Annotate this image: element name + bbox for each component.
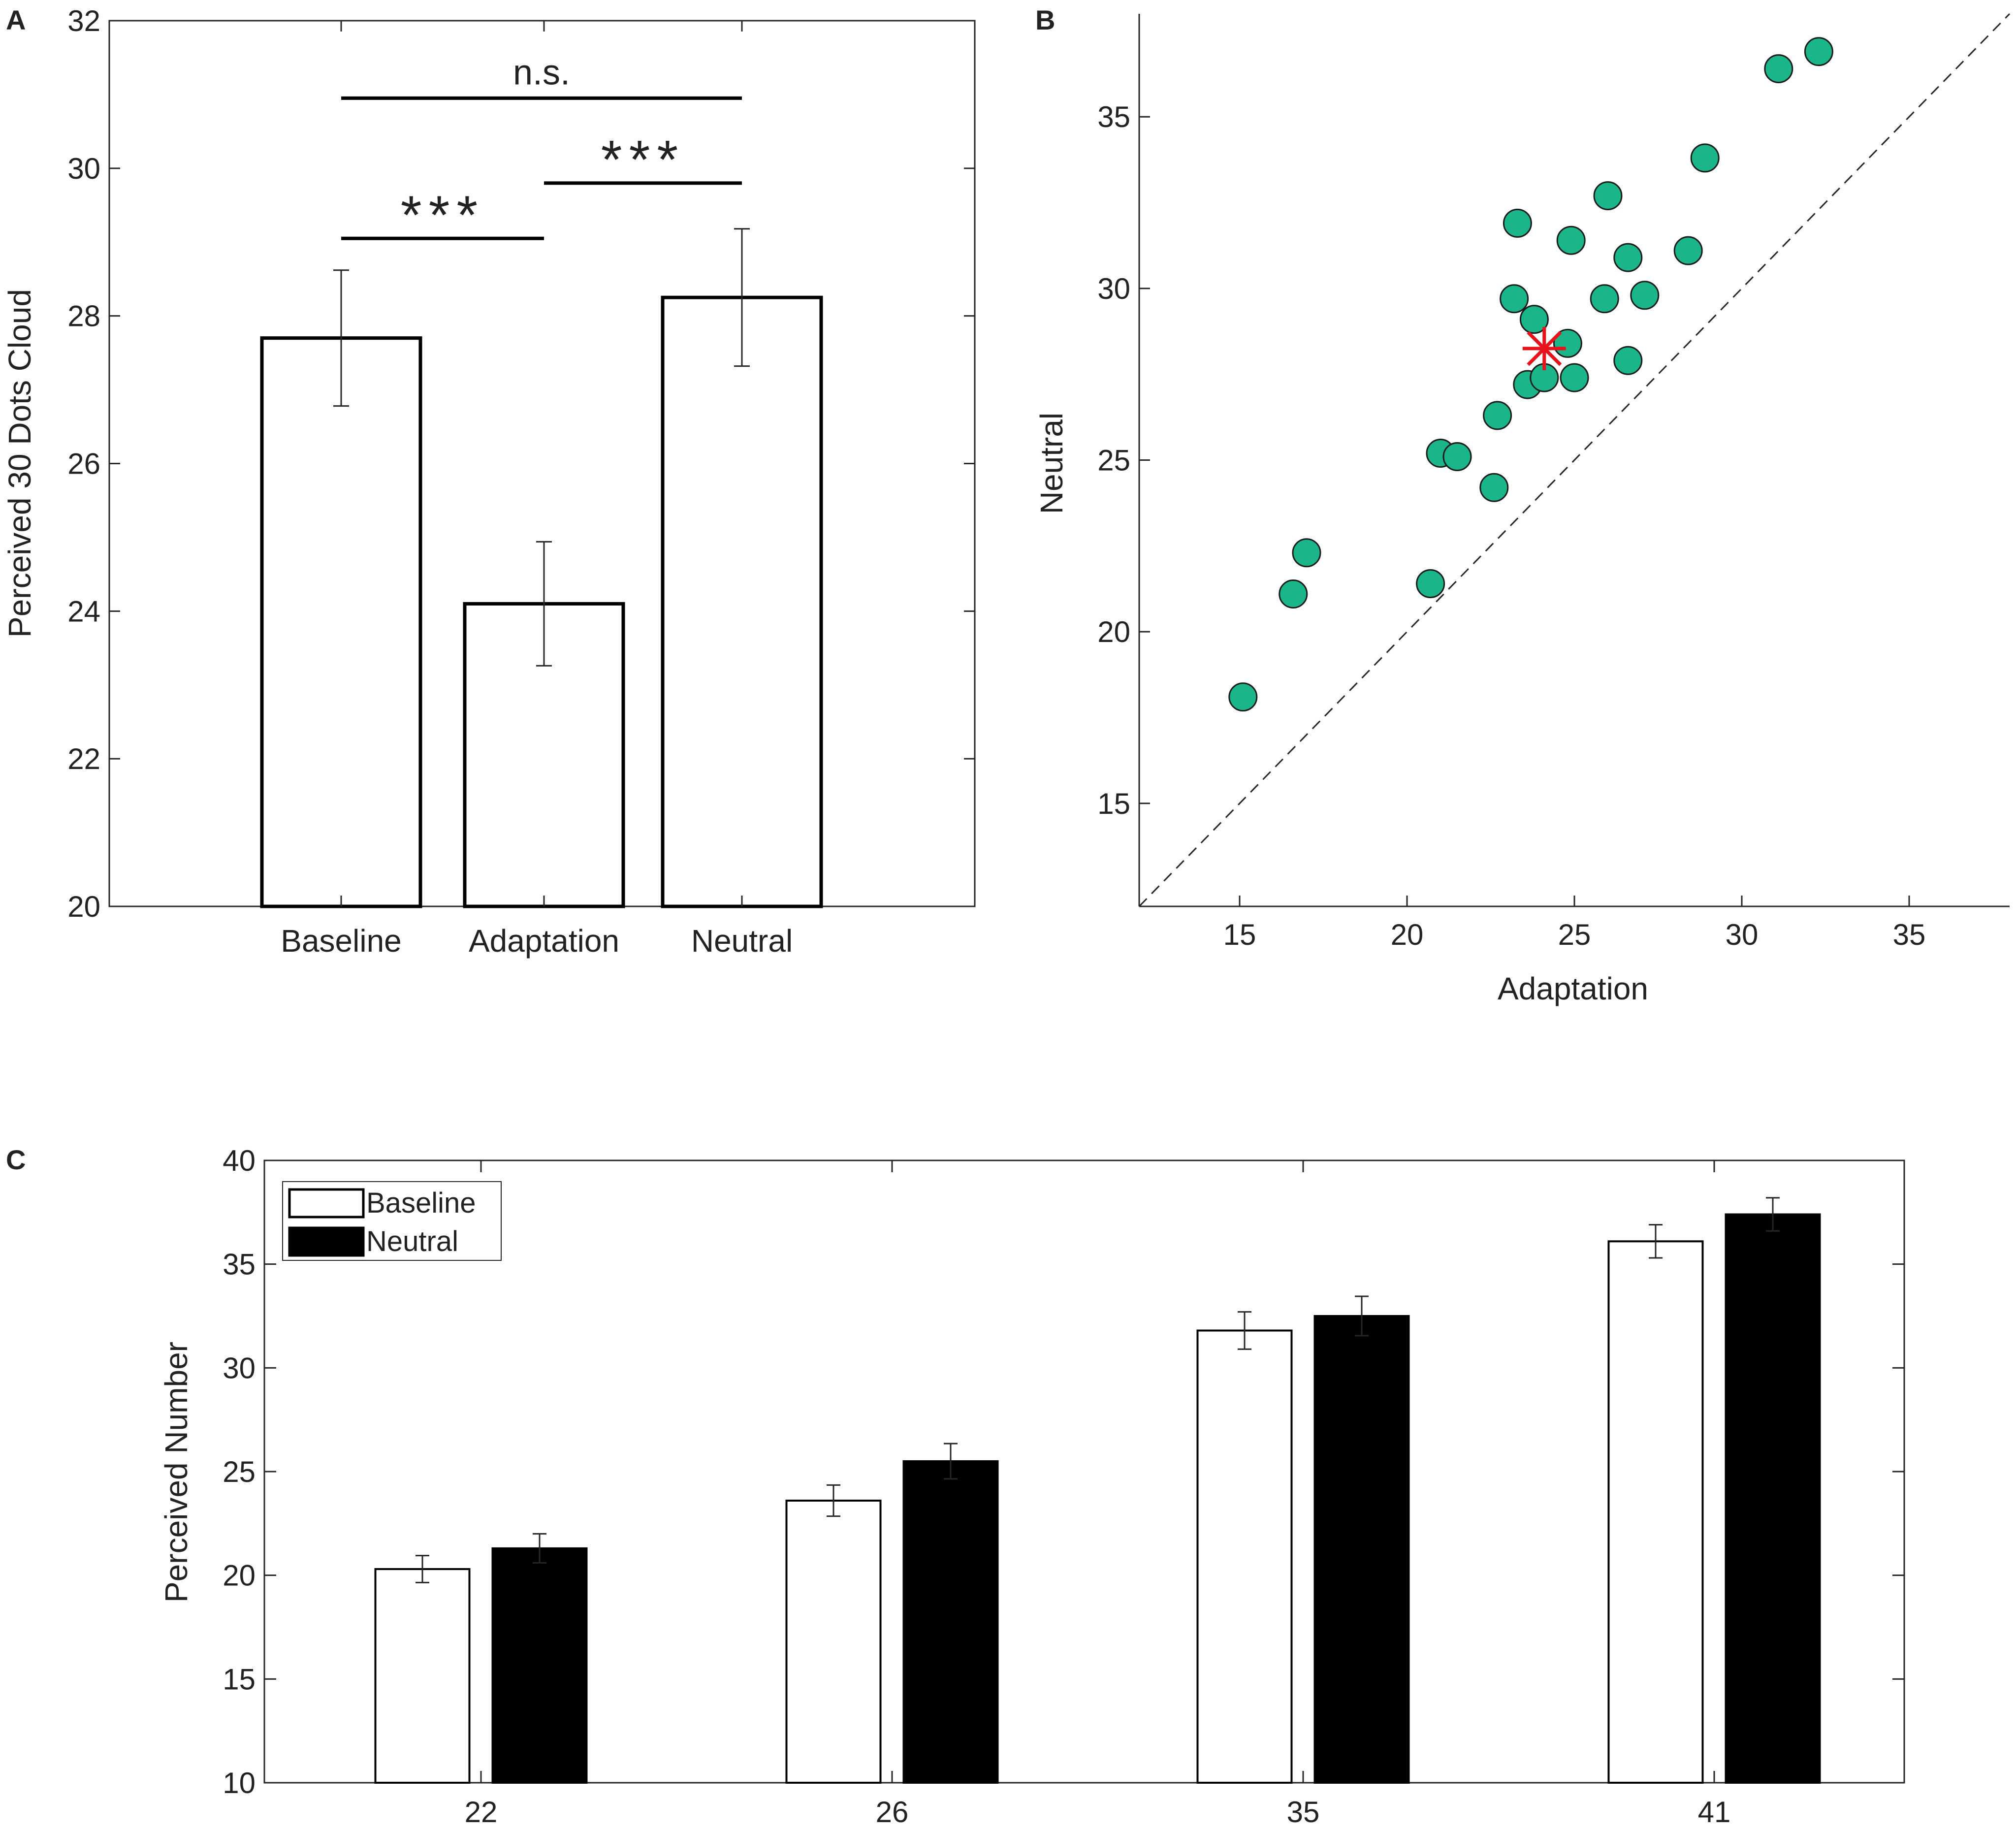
y-tick-label: 35: [1097, 100, 1130, 133]
bar-baseline-41: [1607, 1240, 1704, 1784]
scatter-point: [1630, 281, 1660, 310]
x-tick-label: 22: [465, 1796, 498, 1829]
y-tick-label: 32: [67, 4, 100, 37]
y-tick-label: 30: [223, 1351, 256, 1384]
y-tick-label: 30: [1097, 272, 1130, 305]
y-tick-label: 28: [67, 300, 100, 333]
scatter-point: [1292, 538, 1321, 568]
significance-label: n.s.: [513, 53, 570, 92]
x-tick-label: Adaptation: [469, 923, 619, 959]
bar-baseline-26: [785, 1499, 882, 1784]
panel-a-error-bars: [333, 228, 750, 667]
scatter-point: [1416, 569, 1445, 599]
panel-c-bars: [374, 1213, 1821, 1784]
y-tick-label: 20: [1097, 615, 1130, 648]
panel-a: A 20 22 24 26 28 30 32 Baseline Adaptation Neutr…: [2, 4, 976, 959]
panel-a-x-axis: Baseline Adaptation Neutral: [281, 21, 793, 959]
x-tick-label: Neutral: [691, 923, 793, 959]
y-tick-label: 40: [223, 1144, 256, 1177]
mean-marker-d2: [1527, 331, 1562, 366]
y-tick-label: 15: [223, 1663, 256, 1696]
scatter-point: [1483, 401, 1512, 430]
panel-a-label: A: [6, 4, 26, 35]
x-tick-label: 35: [1287, 1796, 1320, 1829]
scatter-point: [1228, 682, 1258, 712]
y-tick-label: 15: [1097, 787, 1130, 820]
bar-neutral: [661, 295, 823, 908]
legend-label-baseline: Baseline: [366, 1187, 476, 1219]
bar-baseline-22: [374, 1568, 471, 1784]
x-tick-label: 35: [1893, 918, 1926, 951]
x-tick-label: Baseline: [281, 923, 402, 959]
y-tick-label: 25: [1097, 444, 1130, 477]
y-tick-label: 22: [67, 742, 100, 775]
scatter-point: [1590, 284, 1619, 314]
y-tick-label: 30: [67, 152, 100, 185]
bar-neutral-26: [902, 1460, 999, 1784]
panel-b-x-axis: 15 20 25 30 35: [1223, 896, 1926, 951]
x-tick-label: 30: [1726, 918, 1759, 951]
panel-b-label: B: [1035, 4, 1055, 35]
panel-a-y-axis: 20 22 24 26 28 30 32: [67, 4, 975, 923]
legend-label-neutral: Neutral: [366, 1225, 458, 1257]
scatter-point: [1442, 442, 1472, 472]
panel-b-x-axis-title: Adaptation: [1498, 971, 1648, 1006]
bar-baseline-35: [1196, 1329, 1293, 1784]
y-tick-label: 20: [67, 890, 100, 923]
panel-a-significance-brackets: n.s. *** ***: [341, 53, 742, 245]
significance-label: ***: [601, 129, 685, 190]
panel-a-bars: [260, 295, 823, 908]
y-tick-label: 35: [223, 1248, 256, 1281]
y-tick-label: 25: [223, 1455, 256, 1488]
bar-baseline: [260, 336, 422, 908]
legend-swatch-neutral: [288, 1226, 365, 1257]
panel-b-identity-line: [1138, 13, 2011, 907]
scatter-point: [1593, 181, 1623, 211]
panel-b-mean-marker: [1522, 326, 1566, 370]
scatter-point: [1560, 363, 1589, 392]
panel-c-x-axis: 22 26 35 41: [465, 1160, 1731, 1829]
scatter-point: [1556, 225, 1586, 255]
y-tick-label: 20: [223, 1559, 256, 1592]
scatter-point: [1804, 37, 1833, 66]
panel-c-y-axis-title: Perceived Number: [159, 1342, 194, 1603]
panel-c-y-axis: 10 15 20 25 30 35 40: [223, 1144, 1904, 1799]
scatter-point: [1479, 473, 1509, 502]
panel-b-points: [1228, 37, 1833, 712]
panel-c-legend: Baseline Neutral: [282, 1181, 502, 1261]
panel-c: C 10 15 20 25 30 35 40 22 26 35 41 Baseline Neutr…: [6, 1144, 1905, 1829]
scatter-point: [1673, 236, 1703, 265]
panel-b-y-axis-title: Neutral: [1034, 413, 1069, 514]
x-tick-label: 20: [1391, 918, 1424, 951]
x-tick-label: 41: [1698, 1796, 1731, 1829]
scatter-point: [1503, 208, 1532, 238]
panel-c-label: C: [6, 1144, 26, 1175]
y-tick-label: 24: [67, 595, 100, 628]
y-tick-label: 10: [223, 1766, 256, 1799]
x-tick-label: 15: [1223, 918, 1256, 951]
scatter-point: [1553, 328, 1582, 358]
x-tick-label: 25: [1558, 918, 1591, 951]
panel-b-y-axis: 15 20 25 30 35: [1097, 100, 1150, 820]
bar-neutral-22: [491, 1547, 588, 1784]
scatter-point: [1500, 284, 1529, 314]
bar-neutral-35: [1313, 1315, 1410, 1784]
scatter-point: [1279, 579, 1308, 609]
significance-label: ***: [401, 185, 484, 245]
scatter-point: [1690, 143, 1720, 173]
scatter-point: [1613, 243, 1643, 272]
legend-swatch-baseline: [288, 1188, 365, 1219]
scatter-point: [1519, 305, 1549, 334]
bar-neutral-41: [1725, 1213, 1821, 1784]
x-tick-label: 26: [876, 1796, 909, 1829]
panel-c-error-bars: [416, 1197, 1780, 1583]
panel-b: B 15 20 25 30 35 15 20 25 30 35 Adaptation Neutr…: [1034, 4, 2011, 1006]
scatter-point: [1764, 54, 1793, 84]
panel-a-y-axis-title: Perceived 30 Dots Cloud: [2, 289, 37, 638]
scatter-point: [1613, 346, 1643, 375]
y-tick-label: 26: [67, 448, 100, 481]
